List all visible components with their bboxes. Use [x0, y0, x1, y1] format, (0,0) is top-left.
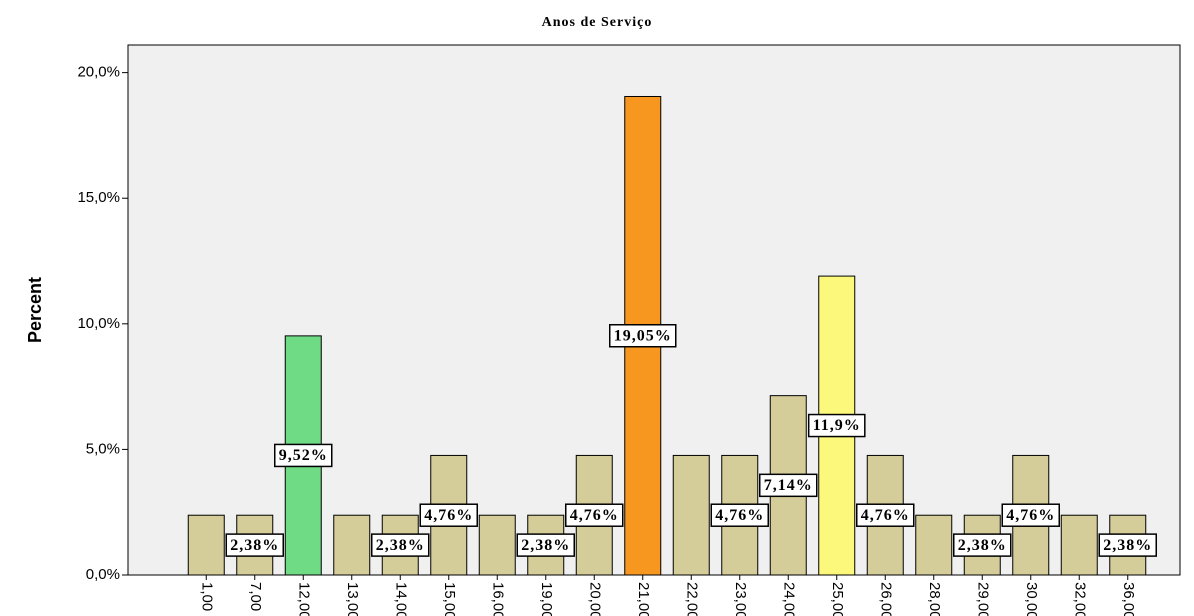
data-label: 4,76%: [570, 507, 619, 524]
bar: [187, 514, 225, 576]
y-tick-label: 0,0%: [86, 566, 120, 583]
data-label-box: [565, 503, 624, 527]
data-label: 4,76%: [861, 507, 910, 524]
data-label-box: [516, 533, 575, 557]
x-tick-label: 32,00: [1071, 582, 1088, 616]
x-tick-label: 29,00: [974, 582, 991, 616]
data-label: 19,05%: [614, 327, 672, 344]
y-tick-label: 10,0%: [77, 315, 120, 332]
data-label: 2,38%: [230, 537, 279, 554]
x-tick-label: 7,00: [247, 582, 264, 611]
x-labels: 1,00 7,00 12,00 13,00 14,00 15,00 16,00 19,00 20…: [198, 582, 1137, 616]
y-tick-label: 15,0%: [77, 189, 120, 206]
x-tick-label: 12,00: [295, 582, 312, 616]
x-tick-label: 21,00: [635, 582, 652, 616]
data-label-box: [759, 473, 818, 498]
x-tick-label: 30,00: [1023, 582, 1040, 616]
x-tick-label: 23,00: [732, 582, 749, 616]
x-tick-label: 13,00: [344, 582, 361, 616]
x-tick-label: 16,00: [489, 582, 506, 616]
data-label-box: [609, 323, 677, 348]
bar: [1060, 514, 1098, 576]
y-tick-label: 20,0%: [77, 64, 120, 81]
data-label: 2,38%: [521, 537, 570, 554]
y-axis-title: Percent: [25, 277, 45, 343]
bar: [333, 514, 371, 576]
data-label: 4,76%: [424, 507, 473, 524]
data-label: 9,52%: [279, 447, 328, 464]
data-label: 2,38%: [958, 537, 1007, 554]
x-tick-label: 25,00: [829, 582, 846, 616]
bar: [478, 514, 516, 576]
bar: [915, 514, 953, 576]
x-tick-label: 28,00: [926, 582, 943, 616]
x-tick-label: 20,00: [586, 582, 603, 616]
data-label-box: [710, 503, 769, 527]
data-label-box: [371, 533, 430, 557]
x-tick-label: 1,00: [198, 582, 215, 611]
x-tick-label: 15,00: [441, 582, 458, 616]
data-label: 4,76%: [715, 507, 764, 524]
data-label: 4,76%: [1006, 507, 1055, 524]
x-tick-label: 19,00: [538, 582, 555, 616]
data-label-box: [807, 413, 866, 438]
data-label: 11,9%: [813, 417, 861, 434]
x-tick-label: 36,00: [1120, 582, 1137, 616]
data-label-box: [953, 533, 1012, 557]
data-label-box: [1001, 503, 1060, 527]
x-tick-label: 22,00: [683, 582, 700, 616]
x-tick-label: 14,00: [392, 582, 409, 616]
x-tick-label: 26,00: [877, 582, 894, 616]
data-label-box: [274, 443, 333, 468]
data-label: 2,38%: [376, 537, 425, 554]
data-label: 2,38%: [1103, 537, 1152, 554]
y-tick-label: 5,0%: [86, 440, 120, 457]
data-label-box: [856, 503, 915, 527]
bar: [672, 454, 710, 576]
data-label: 7,14%: [764, 477, 813, 494]
data-label-box: [1098, 533, 1157, 557]
data-label-box: [225, 533, 284, 557]
x-tick-label: 24,00: [780, 582, 797, 616]
chart-title: Anos de Serviço: [542, 15, 653, 30]
data-label-box: [419, 503, 478, 527]
